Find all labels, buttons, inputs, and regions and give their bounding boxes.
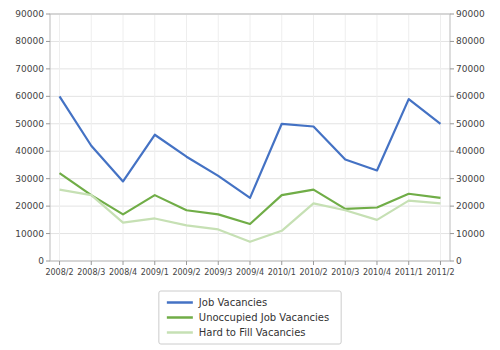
y2-tick bbox=[450, 41, 454, 42]
x-tick bbox=[123, 261, 124, 265]
grid-line-x bbox=[186, 14, 187, 261]
y2-tick-label: 10000 bbox=[456, 229, 485, 239]
y-tick-label: 90000 bbox=[15, 9, 44, 19]
y2-tick-label: 80000 bbox=[456, 36, 485, 46]
y2-tick bbox=[450, 68, 454, 69]
y2-tick bbox=[450, 151, 454, 152]
y-tick-label: 70000 bbox=[15, 64, 44, 74]
grid-line-x bbox=[281, 14, 282, 261]
y2-tick-label: 0 bbox=[456, 256, 462, 266]
y-tick-label: 30000 bbox=[15, 174, 44, 184]
x-tick bbox=[345, 261, 346, 265]
y2-tick-label: 90000 bbox=[456, 9, 485, 19]
legend-label: Unoccupied Job Vacancies bbox=[199, 312, 329, 323]
grid-line-x bbox=[218, 14, 219, 261]
y2-tick-label: 40000 bbox=[456, 146, 485, 156]
x-tick bbox=[313, 261, 314, 265]
series-line bbox=[60, 96, 441, 198]
legend-box bbox=[159, 291, 341, 344]
y-tick-label: 60000 bbox=[15, 91, 44, 101]
x-tick-label: 2010/4 bbox=[363, 268, 391, 277]
y2-tick bbox=[450, 206, 454, 207]
x-tick-label: 2010/3 bbox=[331, 268, 359, 277]
grid-line-x bbox=[123, 14, 124, 261]
grid-line-x bbox=[154, 14, 155, 261]
y2-tick bbox=[450, 123, 454, 124]
grid-line-x bbox=[440, 14, 441, 261]
y-tick bbox=[46, 14, 50, 15]
axes: 0 10000 20000 30000 40000 50000 60000 70000 8000… bbox=[15, 9, 485, 277]
y2-tick-label: 50000 bbox=[456, 119, 485, 129]
grid-line-x bbox=[313, 14, 314, 261]
legend-swatch bbox=[167, 301, 193, 304]
x-tick-label: 2010/1 bbox=[268, 268, 296, 277]
x-tick bbox=[218, 261, 219, 265]
legend-label: Hard to Fill Vacancies bbox=[199, 327, 306, 338]
y-tick-label: 40000 bbox=[15, 146, 44, 156]
y-tick bbox=[46, 123, 50, 124]
x-tick bbox=[91, 261, 92, 265]
y-tick-label: 20000 bbox=[15, 201, 44, 211]
grid-line-x bbox=[91, 14, 92, 261]
legend-swatch bbox=[167, 331, 193, 334]
x-tick-label: 2010/2 bbox=[299, 268, 327, 277]
y-tick-label: 50000 bbox=[15, 119, 44, 129]
x-tick bbox=[186, 261, 187, 265]
y-tick-label: 10000 bbox=[15, 229, 44, 239]
x-tick-label: 2009/1 bbox=[141, 268, 169, 277]
x-tick-label: 2011/2 bbox=[426, 268, 454, 277]
y2-tick-label: 70000 bbox=[456, 64, 485, 74]
x-tick bbox=[376, 261, 377, 265]
x-tick-label: 2009/3 bbox=[204, 268, 232, 277]
x-tick bbox=[408, 261, 409, 265]
x-tick-label: 2009/2 bbox=[172, 268, 200, 277]
chart-container: 0 10000 20000 30000 40000 50000 60000 70000 8000… bbox=[0, 0, 500, 350]
grid bbox=[50, 14, 450, 261]
series-line bbox=[60, 190, 441, 242]
y2-tick bbox=[450, 14, 454, 15]
y-tick bbox=[46, 233, 50, 234]
y2-tick bbox=[450, 178, 454, 179]
legend: Job Vacancies Unoccupied Job Vacancies Har… bbox=[159, 291, 341, 344]
legend-swatch bbox=[167, 316, 193, 319]
x-tick-label: 2008/2 bbox=[45, 268, 73, 277]
y-tick bbox=[46, 151, 50, 152]
y-tick bbox=[46, 96, 50, 97]
y2-tick bbox=[450, 233, 454, 234]
x-tick bbox=[281, 261, 282, 265]
x-tick-label: 2008/3 bbox=[77, 268, 105, 277]
grid-line-x bbox=[59, 14, 60, 261]
y-tick-label: 80000 bbox=[15, 36, 44, 46]
x-tick-label: 2009/4 bbox=[236, 268, 264, 277]
y2-tick bbox=[450, 96, 454, 97]
grid-line-x bbox=[345, 14, 346, 261]
grid-line-x bbox=[376, 14, 377, 261]
x-tick bbox=[154, 261, 155, 265]
x-tick bbox=[250, 261, 251, 265]
y-tick bbox=[46, 206, 50, 207]
y-tick bbox=[46, 68, 50, 69]
y2-tick bbox=[450, 261, 454, 262]
x-tick bbox=[59, 261, 60, 265]
legend-label: Job Vacancies bbox=[198, 297, 267, 308]
y2-tick-label: 20000 bbox=[456, 201, 485, 211]
y2-tick-label: 60000 bbox=[456, 91, 485, 101]
x-tick bbox=[440, 261, 441, 265]
series-group bbox=[60, 96, 441, 241]
chart: 0 10000 20000 30000 40000 50000 60000 70000 8000… bbox=[0, 0, 500, 350]
y-tick bbox=[46, 41, 50, 42]
grid-line-x bbox=[408, 14, 409, 261]
plot-frame bbox=[50, 14, 450, 261]
x-tick-label: 2008/4 bbox=[109, 268, 137, 277]
x-tick-label: 2011/1 bbox=[395, 268, 423, 277]
y-tick bbox=[46, 178, 50, 179]
y2-tick-label: 30000 bbox=[456, 174, 485, 184]
y-tick-label: 0 bbox=[38, 256, 44, 266]
y-tick bbox=[46, 261, 50, 262]
